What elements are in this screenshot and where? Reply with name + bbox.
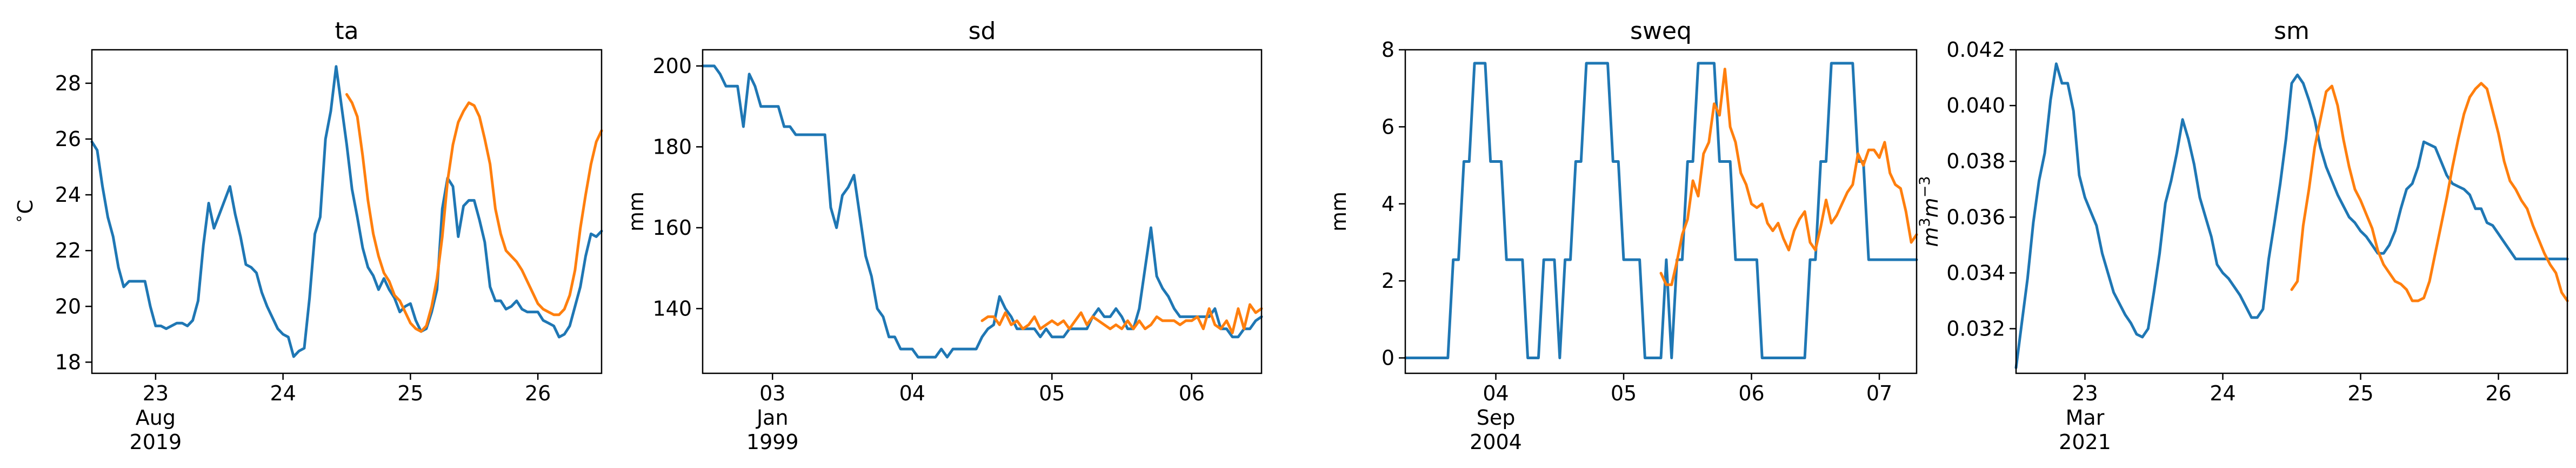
chart-title: sweq [1630, 17, 1692, 45]
series-line-1 [90, 65, 603, 358]
y-tick-label: 6 [1382, 115, 1394, 139]
series-line-2 [345, 93, 603, 333]
x-tick-label: 07 [1866, 381, 1892, 405]
y-tick-label: 0 [1382, 346, 1394, 370]
series-line-2 [2290, 82, 2569, 302]
y-axis-label: mm [1327, 192, 1351, 232]
y-tick-label: 26 [55, 127, 81, 151]
x-tick-label: 23 [2072, 381, 2098, 405]
x-tick-label: 04 [899, 381, 925, 405]
x-tick-label: Jan [756, 406, 789, 430]
y-tick-label: 2 [1382, 269, 1394, 293]
y-tick-label: 22 [55, 239, 81, 262]
series-line-1 [701, 64, 1263, 359]
chart-title: sm [2274, 17, 2310, 45]
series-line-1 [1404, 62, 1918, 359]
x-tick-label: 05 [1039, 381, 1065, 405]
x-tick-label: 04 [1483, 381, 1509, 405]
x-tick-label: 23 [143, 381, 169, 405]
y-tick-label: 0.032 [1946, 317, 2005, 341]
y-tick-label: 28 [55, 71, 81, 95]
y-tick-label: 20 [55, 294, 81, 318]
y-tick-label: 0.040 [1946, 94, 2005, 117]
y-tick-label: 0.038 [1946, 149, 2005, 173]
y-tick-label: 200 [652, 54, 692, 78]
x-tick-label: 05 [1611, 381, 1637, 405]
y-tick-label: 18 [55, 350, 81, 374]
y-tick-label: 140 [652, 296, 692, 320]
plot-frame [1404, 49, 1918, 374]
chart-panel-sm: sm 0.032 0.034 0.036 0.038 0.040 0.042 23Mar202… [1917, 17, 2569, 454]
x-tick-label: 24 [270, 381, 296, 405]
y-tick-label: 0.034 [1946, 261, 2005, 285]
chart-title: ta [335, 17, 358, 45]
x-tick-label: Aug [136, 406, 176, 430]
x-tick-label: 24 [2210, 381, 2235, 405]
plot-frame [2015, 49, 2568, 374]
x-tick-label: 25 [2347, 381, 2373, 405]
x-tick-label: 2004 [1470, 430, 1522, 454]
y-tick-label: 180 [652, 135, 692, 159]
plot-frame [702, 49, 1263, 374]
y-tick-label: 4 [1382, 192, 1394, 216]
chart-title: sd [969, 17, 996, 45]
y-tick-label: 160 [652, 216, 692, 240]
x-tick-label: 06 [1179, 381, 1205, 405]
x-tick-label: 26 [525, 381, 551, 405]
y-axis-label: m3m−3 [1917, 176, 1943, 247]
x-tick-label: 03 [759, 381, 785, 405]
x-tick-label: Sep [1477, 406, 1516, 430]
x-tick-label: 26 [2485, 381, 2511, 405]
y-tick-label: 24 [55, 183, 81, 207]
y-tick-label: 0.036 [1946, 205, 2005, 229]
x-tick-label: 25 [397, 381, 423, 405]
x-tick-label: 2021 [2059, 430, 2111, 454]
y-axis-label: ∘C [10, 200, 38, 223]
y-tick-label: 8 [1382, 38, 1394, 62]
x-tick-label: 1999 [746, 430, 799, 454]
y-axis-label: mm [624, 192, 648, 232]
series-line-2 [1659, 68, 1918, 286]
x-tick-label: 2019 [130, 430, 182, 454]
x-tick-label: Mar [2066, 406, 2105, 430]
series-line-2 [980, 303, 1263, 334]
y-tick-label: 0.042 [1946, 38, 2005, 62]
x-tick-label: 06 [1738, 381, 1764, 405]
plot-frame [91, 49, 603, 374]
series-line-1 [2014, 62, 2569, 370]
